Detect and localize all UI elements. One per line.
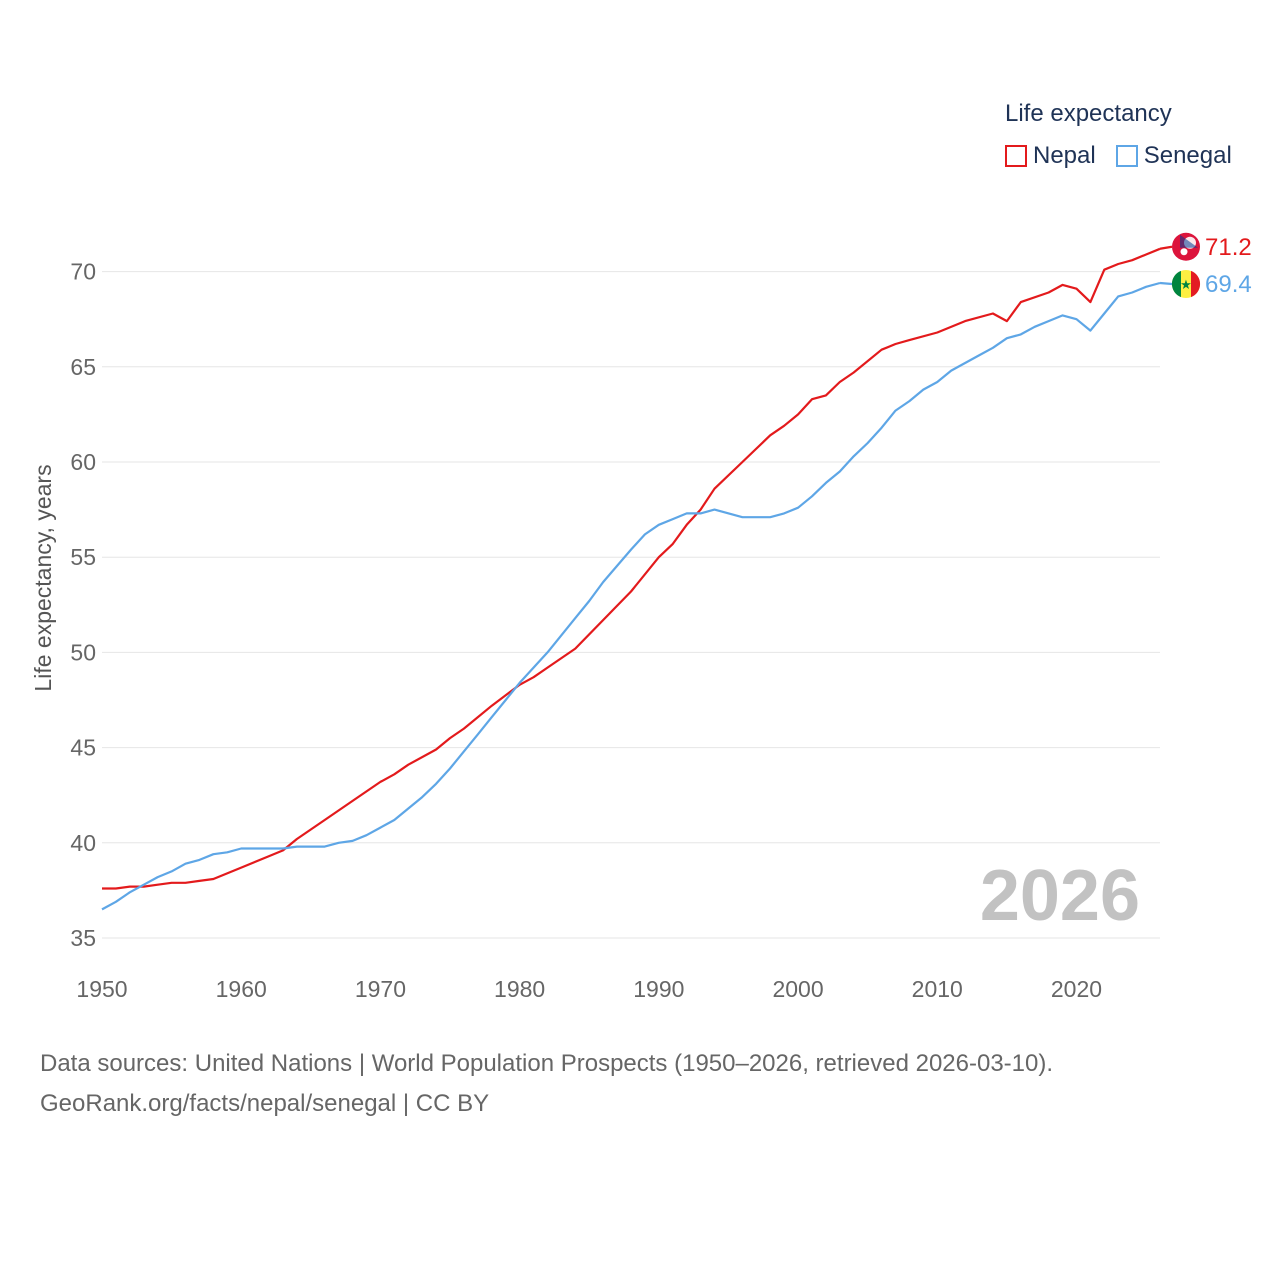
legend-item-nepal[interactable]: Nepal bbox=[1005, 142, 1096, 170]
series-end-connector-nepal bbox=[1159, 245, 1173, 250]
legend-label-nepal: Nepal bbox=[1033, 142, 1096, 169]
x-tick-labels: 1950 1960 1970 1980 1990 2000 2010 2020 bbox=[76, 976, 1102, 1002]
flag-senegal-red bbox=[1191, 270, 1201, 298]
y-tick-50: 50 bbox=[70, 639, 96, 665]
y-tick-45: 45 bbox=[70, 735, 96, 761]
legend: Nepal Senegal bbox=[1005, 142, 1232, 170]
y-tick-55: 55 bbox=[70, 544, 96, 570]
x-tick-1980: 1980 bbox=[494, 976, 545, 1002]
x-tick-1970: 1970 bbox=[355, 976, 406, 1002]
footer-sources: Data sources: United Nations | World Pop… bbox=[40, 1050, 1054, 1077]
end-value-label-senegal: 69.4 bbox=[1205, 271, 1252, 298]
legend-label-senegal: Senegal bbox=[1143, 142, 1232, 169]
x-tick-1990: 1990 bbox=[633, 976, 684, 1002]
year-watermark: 2026 bbox=[980, 856, 1140, 936]
y-tick-35: 35 bbox=[70, 925, 96, 951]
footer-attribution[interactable]: GeoRank.org/facts/nepal/senegal | CC BY bbox=[40, 1090, 490, 1117]
x-tick-2000: 2000 bbox=[772, 976, 823, 1002]
y-axis-label: Life expectancy, years bbox=[30, 464, 56, 691]
x-tick-1960: 1960 bbox=[216, 976, 267, 1002]
y-tick-40: 40 bbox=[70, 830, 96, 856]
y-tick-70: 70 bbox=[70, 259, 96, 285]
flag-senegal-star: ★ bbox=[1180, 278, 1192, 293]
flag-nepal-sun bbox=[1180, 248, 1188, 256]
end-markers: 71.2 ★ 69.4 bbox=[1171, 232, 1252, 299]
legend-swatch-nepal bbox=[1005, 145, 1027, 167]
legend-title: Life expectancy bbox=[1005, 100, 1172, 127]
flag-senegal-green bbox=[1171, 270, 1181, 298]
flag-nepal-border bbox=[1180, 234, 1198, 248]
series-lines bbox=[101, 245, 1173, 911]
x-tick-2020: 2020 bbox=[1051, 976, 1102, 1002]
legend-item-senegal[interactable]: Senegal bbox=[1115, 142, 1232, 170]
x-tick-2010: 2010 bbox=[912, 976, 963, 1002]
y-tick-60: 60 bbox=[70, 449, 96, 475]
data-sources-footer: Data sources: United Nations | World Pop… bbox=[40, 1044, 1053, 1124]
x-tick-1950: 1950 bbox=[76, 976, 127, 1002]
series-line-senegal bbox=[101, 281, 1161, 911]
end-value-label-nepal: 71.2 bbox=[1205, 234, 1252, 261]
flag-nepal-icon bbox=[1172, 232, 1200, 261]
series-end-connector-senegal bbox=[1159, 281, 1173, 286]
legend-swatch-senegal bbox=[1115, 145, 1138, 167]
y-tick-65: 65 bbox=[70, 354, 96, 380]
y-tick-labels: 35 40 45 50 55 60 65 70 bbox=[70, 259, 96, 951]
flag-senegal-icon: ★ bbox=[1171, 270, 1201, 299]
series-line-nepal bbox=[102, 247, 1161, 890]
line-chart: 35 40 45 50 55 60 65 70 1950 1960 1970 1980 1990 200… bbox=[30, 232, 1252, 1002]
grid-lines bbox=[102, 271, 1160, 939]
